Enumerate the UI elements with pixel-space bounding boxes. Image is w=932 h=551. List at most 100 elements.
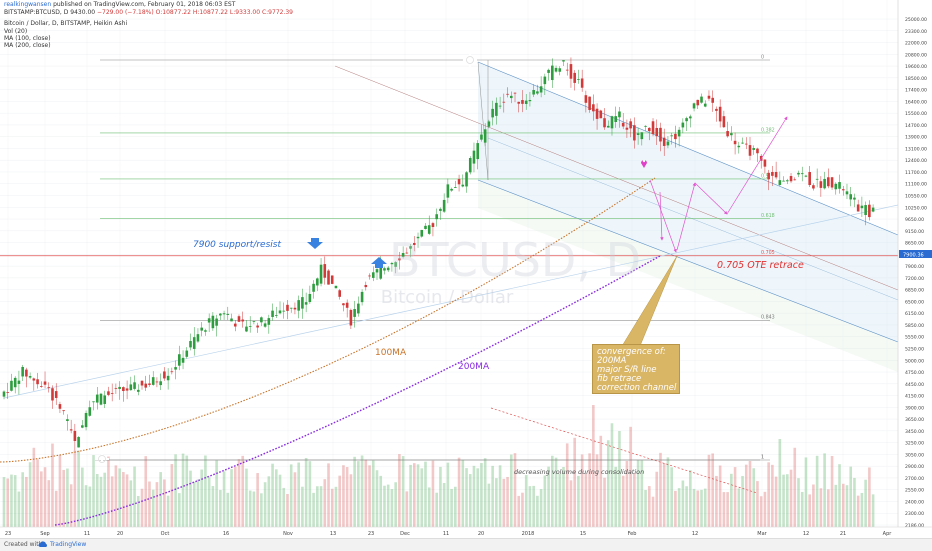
volume-bar [401, 456, 405, 527]
volume-bar [718, 465, 722, 527]
candle-body [707, 95, 711, 99]
annotations-layer: 7900 support/resist 0.705 OTE retrace 100M… [95, 53, 804, 494]
candle-body [647, 127, 651, 132]
fib-level-label: 1 [761, 455, 764, 461]
price-tick-label: 3650.00 [905, 417, 924, 423]
volume-bar [554, 457, 558, 527]
author-link[interactable]: realkingwansen [4, 1, 52, 8]
candle-body [450, 188, 453, 191]
candle-body [323, 264, 327, 278]
volume-bar [178, 493, 181, 527]
price-tick-label: 3450.00 [905, 429, 924, 435]
candle-body [357, 303, 360, 314]
candle-body [263, 323, 267, 327]
price-tick-label: 2700.00 [905, 476, 924, 482]
volume-bar [207, 477, 211, 527]
volume-bar [289, 464, 293, 527]
candle-body [383, 268, 386, 271]
fib-level-label: 1 [761, 455, 764, 461]
volume-bar [797, 478, 800, 527]
price-tick-label: 3050.00 [905, 452, 924, 458]
volume-bar [151, 489, 155, 527]
indicator-vol[interactable]: Vol (20) [4, 28, 28, 35]
volume-bar [495, 478, 498, 527]
volume-bar [659, 452, 662, 527]
time-tick-label: 23 [368, 531, 374, 537]
price-tick-label: 23300.00 [905, 29, 927, 35]
candle-body [21, 366, 24, 377]
volume-bar [219, 489, 222, 527]
fib-level-label: 0.618 [761, 213, 775, 219]
tradingview-logo[interactable]: TradingView [50, 541, 87, 548]
price-tick-label: 17400.00 [905, 88, 927, 94]
volume-bar [174, 454, 177, 527]
candle-body [491, 108, 494, 118]
volume-bar [13, 475, 17, 527]
volume-bar [319, 486, 323, 527]
publish-line: realkingwansen published on TradingView.… [4, 1, 235, 9]
candle-body [424, 225, 427, 229]
candle-body [241, 319, 245, 322]
volume-bar [95, 474, 99, 527]
volume-bar [398, 454, 401, 527]
candle-body [245, 326, 248, 332]
candle-body [95, 394, 99, 403]
volume-bar [629, 426, 632, 527]
candle-body [189, 341, 192, 348]
candle-body [636, 133, 640, 135]
candle-body [36, 379, 39, 385]
volume-bar [599, 435, 603, 527]
volume-bar [166, 495, 170, 527]
candles [2, 57, 875, 451]
indicator-ma200[interactable]: MA (200, close) [4, 42, 51, 49]
candle-body [763, 159, 767, 167]
volume-bar [77, 450, 80, 527]
volume-bar [405, 491, 409, 527]
candle-body [532, 90, 535, 95]
volume-bar [815, 455, 819, 527]
volume-bar [472, 465, 476, 527]
volume-bar [274, 469, 278, 527]
volume-bar [256, 473, 259, 527]
volume-bar [416, 464, 420, 527]
indicator-ma100[interactable]: MA (100, close) [4, 35, 51, 42]
price-tick-label: 20800.00 [905, 52, 927, 58]
volume-bar [241, 455, 245, 527]
volume-bar [860, 492, 864, 527]
candle-body [700, 96, 703, 103]
price-tick-label: 5850.00 [905, 323, 924, 329]
candle-body [353, 309, 356, 317]
volume-bar [51, 443, 54, 527]
candle-body [371, 272, 375, 278]
candle-body [66, 419, 69, 422]
candle-body [312, 283, 315, 292]
volume-bar [618, 431, 621, 527]
volume-bar [118, 468, 121, 527]
candle-body [584, 95, 588, 103]
volume-bar [304, 457, 308, 527]
time-tick-label: Nov [283, 531, 293, 537]
volume-bar [21, 472, 24, 527]
volume-bar [189, 470, 192, 527]
candle-body [565, 69, 569, 71]
volume-bar [170, 464, 174, 527]
candle-body [349, 309, 353, 326]
volume-bar [692, 488, 696, 527]
fib-level-label: 0.382 [761, 127, 775, 133]
volume-bar [267, 476, 271, 527]
volume-bar [868, 467, 871, 527]
volume-bar [36, 459, 39, 527]
volume-bar [159, 472, 162, 527]
volume-bar [17, 491, 21, 527]
candle-body [528, 100, 532, 102]
candle-body [506, 93, 509, 95]
candle-body [32, 378, 36, 381]
candle-body [211, 315, 215, 329]
ma100-line [0, 177, 656, 463]
volume-bar [10, 474, 13, 527]
candle-body [84, 412, 88, 428]
volume-bar [454, 486, 457, 527]
volume-bar [383, 485, 386, 527]
price-axis: 25000.00 23300.00 22000.00 20800.00 19600.00… [897, 0, 932, 529]
